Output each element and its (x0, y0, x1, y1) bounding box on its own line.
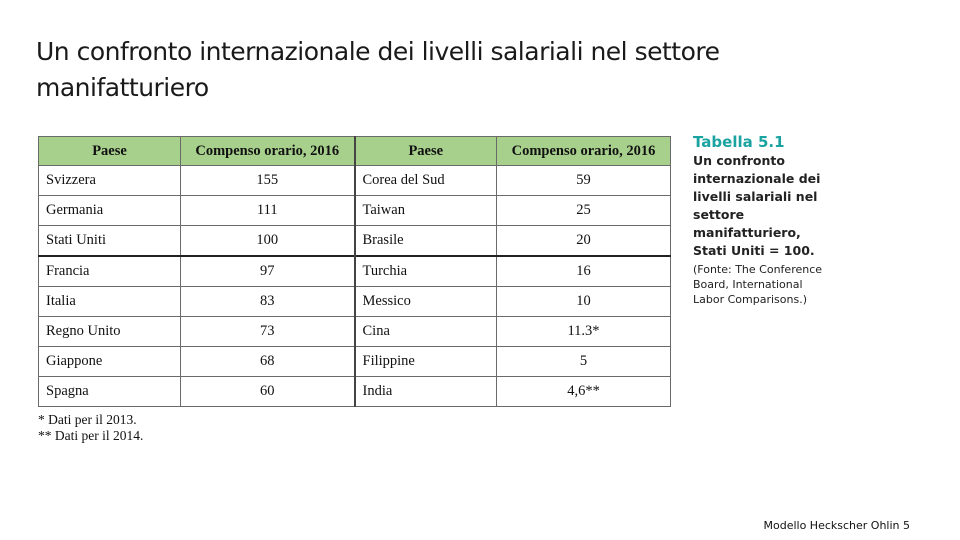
wage-comparison-table: Paese Compenso orario, 2016 Paese Compen… (38, 136, 671, 407)
country-cell: Francia (38, 255, 181, 287)
wage-cell: 11.3* (496, 316, 671, 347)
header-country-right: Paese (353, 136, 497, 166)
header-wage-right: Compenso orario, 2016 (496, 136, 671, 166)
wage-cell: 83 (180, 286, 355, 317)
table-row: Giappone 68 Filippine 5 (38, 346, 671, 377)
country-cell: Italia (38, 286, 181, 317)
wage-cell: 5 (496, 346, 671, 377)
wage-cell: 20 (496, 225, 671, 257)
wage-cell: 155 (180, 165, 355, 196)
table-row: Germania 111 Taiwan 25 (38, 195, 671, 226)
slide-footer: Modello Heckscher Ohlin 5 (763, 519, 910, 532)
slide-title: Un confronto internazionale dei livelli … (36, 34, 836, 106)
caption-label: Tabella 5.1 (693, 133, 785, 151)
wage-cell: 10 (496, 286, 671, 317)
country-cell: India (353, 376, 497, 407)
table-footnotes: * Dati per il 2013. ** Dati per il 2014. (38, 412, 143, 444)
wage-cell: 111 (180, 195, 355, 226)
country-cell: Turchia (353, 255, 497, 287)
table-row: Stati Uniti 100 Brasile 20 (38, 225, 671, 257)
wage-cell: 73 (180, 316, 355, 347)
table-row: Svizzera 155 Corea del Sud 59 (38, 165, 671, 196)
country-cell: Regno Unito (38, 316, 181, 347)
wage-cell: 4,6** (496, 376, 671, 407)
country-cell: Brasile (353, 225, 497, 257)
country-cell: Giappone (38, 346, 181, 377)
wage-cell: 97 (180, 255, 355, 287)
wage-cell: 60 (180, 376, 355, 407)
table-row: Francia 97 Turchia 16 (38, 255, 671, 287)
country-cell: Taiwan (353, 195, 497, 226)
country-cell: Filippine (353, 346, 497, 377)
table-row: Spagna 60 India 4,6** (38, 376, 671, 407)
country-cell: Cina (353, 316, 497, 347)
header-country-left: Paese (38, 136, 181, 166)
wage-cell: 100 (180, 225, 355, 257)
footnote-2014: ** Dati per il 2014. (38, 428, 144, 443)
slide-title-line-1: Un confronto internazionale dei livelli … (36, 37, 720, 66)
wage-cell: 68 (180, 346, 355, 377)
table-row: Regno Unito 73 Cina 11.3* (38, 316, 671, 347)
table-caption: Tabella 5.1 Un confronto internazionale … (693, 132, 833, 307)
footnote-2013: * Dati per il 2013. (38, 412, 137, 427)
slide-title-line-2: manifatturiero (36, 73, 209, 102)
table-header-row: Paese Compenso orario, 2016 Paese Compen… (38, 136, 671, 166)
wage-cell: 25 (496, 195, 671, 226)
table-row: Italia 83 Messico 10 (38, 286, 671, 317)
country-cell: Svizzera (38, 165, 181, 196)
wage-cell: 59 (496, 165, 671, 196)
wage-cell: 16 (496, 255, 671, 287)
caption-source: (Fonte: The Conference Board, Internatio… (693, 263, 823, 306)
country-cell: Germania (38, 195, 181, 226)
header-wage-left: Compenso orario, 2016 (180, 136, 355, 166)
country-cell: Messico (353, 286, 497, 317)
country-cell: Spagna (38, 376, 181, 407)
country-cell: Corea del Sud (353, 165, 497, 196)
caption-text: Un confronto internazionale dei livelli … (693, 153, 821, 258)
country-cell: Stati Uniti (38, 225, 181, 257)
